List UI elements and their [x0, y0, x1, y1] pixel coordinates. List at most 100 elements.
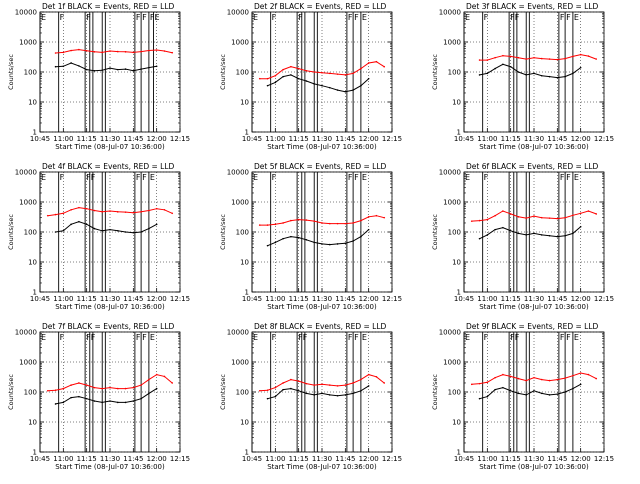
events-data-point: [525, 394, 528, 396]
events-data-point: [344, 242, 347, 245]
events-data-point: [266, 244, 269, 247]
events-data-point: [124, 401, 127, 404]
lld-data-point: [258, 389, 261, 392]
events-data-point: [124, 68, 127, 70]
y-tick-label: 1: [245, 289, 249, 297]
lld-data-point: [85, 49, 88, 52]
event-marker-label: F: [142, 13, 147, 22]
lld-data-point: [70, 208, 72, 211]
lld-data-point: [556, 217, 559, 220]
lld-data-point: [313, 220, 316, 222]
y-tick-label: 1000: [231, 39, 249, 47]
events-data-point: [509, 65, 512, 68]
event-marker-label: F: [272, 333, 277, 342]
x-tick-label: 10:45: [242, 455, 262, 463]
events-data-point: [132, 400, 135, 402]
events-data-point: [336, 89, 339, 91]
y-tick-label: 100: [448, 389, 461, 397]
lld-data-point: [62, 212, 65, 215]
y-axis-label: Counts/sec: [431, 54, 439, 90]
events-data-point: [360, 389, 362, 392]
lld-data-point: [101, 51, 104, 54]
y-tick-label: 10000: [439, 329, 461, 337]
lld-data-point: [344, 384, 347, 386]
lld-data-point: [305, 69, 308, 72]
lld-data-point: [148, 209, 150, 212]
lld-data-point: [360, 67, 362, 70]
event-marker-label: F: [60, 173, 65, 182]
events-data-point: [290, 235, 292, 238]
lld-data-point: [78, 48, 80, 51]
x-tick-label: 12:15: [594, 135, 614, 143]
lld-data-point: [109, 210, 111, 212]
lld-data-point: [46, 389, 49, 392]
events-data-point: [509, 389, 512, 392]
y-tick-label: 10: [28, 419, 37, 427]
lld-data-point: [93, 209, 96, 212]
chart-panel: Det 4f BLACK = Events, RED = LLDEFFFFFE1…: [7, 162, 190, 311]
lld-data-point: [124, 51, 127, 53]
events-data-point: [321, 392, 323, 395]
chart-title: Det 6f BLACK = Events, RED = LLD: [466, 162, 599, 171]
event-marker-label: F: [60, 13, 65, 22]
lld-data-point: [148, 378, 150, 381]
lld-data-point: [116, 387, 119, 390]
event-marker-label: F: [566, 173, 571, 182]
y-tick-label: 100: [24, 69, 37, 77]
events-data-point: [494, 388, 496, 391]
x-tick-label: 11:15: [77, 135, 97, 143]
events-series-line: [267, 74, 370, 93]
events-data-point: [352, 240, 354, 242]
events-data-point: [132, 231, 135, 234]
event-marker-label: F: [354, 333, 359, 342]
y-tick-label: 1000: [19, 199, 37, 207]
x-tick-label: 11:30: [524, 295, 544, 303]
events-data-point: [140, 397, 142, 400]
lld-data-point: [155, 373, 158, 376]
events-data-point: [556, 76, 559, 79]
event-marker-label: E: [41, 13, 46, 22]
y-tick-label: 10: [452, 259, 461, 267]
y-tick-label: 10: [452, 419, 461, 427]
lld-data-point: [336, 222, 339, 225]
lld-data-point: [533, 376, 535, 379]
lld-data-point: [579, 372, 582, 374]
lld-data-point: [572, 374, 574, 377]
lld-data-point: [486, 381, 489, 384]
x-axis-label: Start Time (08-Jul-07 10:36:00): [267, 303, 377, 311]
events-data-point: [78, 395, 80, 398]
events-data-point: [336, 243, 339, 245]
events-data-point: [274, 395, 277, 398]
lld-data-point: [367, 216, 370, 218]
lld-data-point: [595, 213, 598, 215]
y-tick-label: 10: [28, 99, 37, 107]
events-data-point: [321, 84, 323, 87]
lld-data-point: [579, 53, 582, 56]
event-marker-label: E: [253, 333, 258, 342]
events-data-point: [148, 392, 150, 395]
lld-data-point: [383, 216, 386, 219]
y-tick-label: 100: [24, 389, 37, 397]
events-data-point: [290, 387, 292, 390]
y-tick-label: 1000: [443, 359, 461, 367]
lld-data-point: [305, 219, 308, 221]
x-tick-label: 12:15: [382, 295, 402, 303]
events-series-line: [479, 383, 581, 400]
y-tick-label: 100: [24, 229, 37, 237]
lld-data-point: [140, 384, 142, 386]
event-marker-label: F: [136, 173, 141, 182]
y-tick-label: 10000: [227, 9, 249, 17]
x-tick-label: 12:00: [359, 455, 379, 463]
lld-data-point: [494, 214, 496, 217]
event-marker-label: E: [362, 333, 367, 342]
events-data-point: [305, 238, 308, 241]
x-tick-label: 11:30: [100, 135, 120, 143]
lld-data-point: [367, 62, 370, 64]
events-data-point: [155, 65, 158, 68]
x-tick-label: 11:00: [53, 455, 73, 463]
event-marker-label: F: [560, 333, 565, 342]
lld-data-point: [579, 212, 582, 215]
chart-title: Det 2f BLACK = Events, RED = LLD: [254, 2, 387, 11]
event-marker-label: F: [560, 173, 565, 182]
